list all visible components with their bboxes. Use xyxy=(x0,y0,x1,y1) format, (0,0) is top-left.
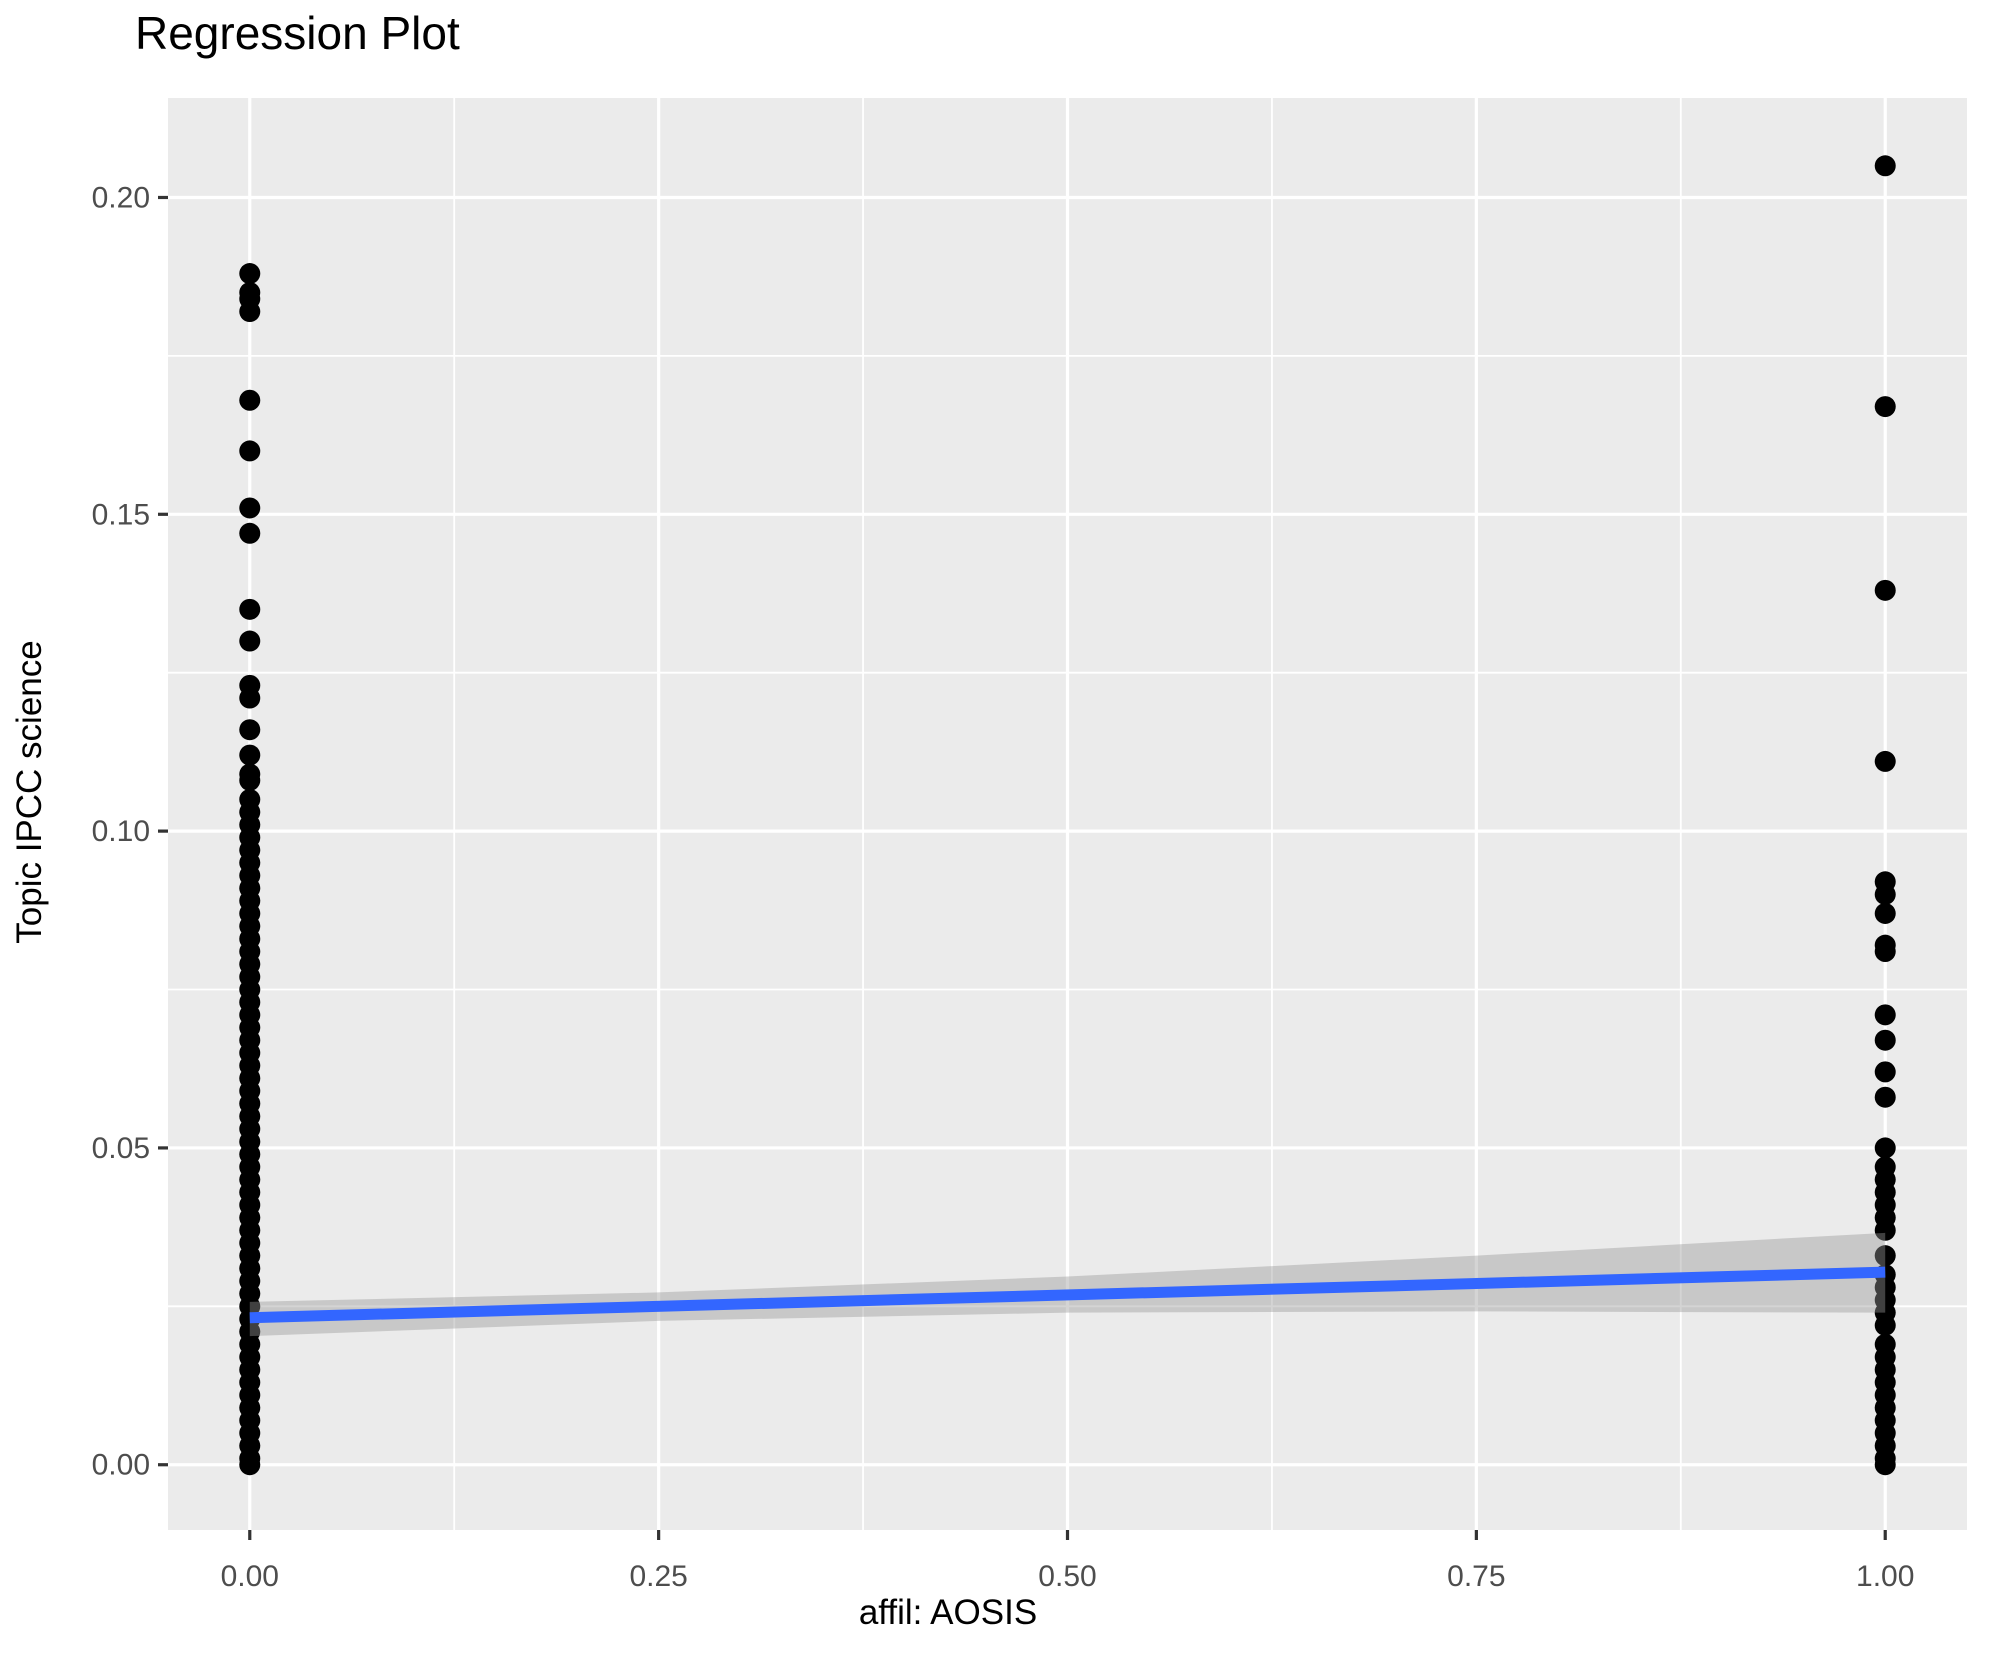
x-tick-label: 1.00 xyxy=(1856,1560,1914,1593)
data-point xyxy=(1874,396,1896,418)
x-tick-label: 0.00 xyxy=(221,1560,279,1593)
data-point xyxy=(239,1454,261,1476)
data-point xyxy=(1874,1004,1896,1026)
y-tick-label: 0.00 xyxy=(92,1449,150,1482)
data-point xyxy=(1874,579,1896,601)
data-point xyxy=(239,630,261,652)
data-point xyxy=(1874,1029,1896,1051)
data-point xyxy=(239,301,261,323)
data-point xyxy=(239,440,261,462)
data-point xyxy=(1874,750,1896,772)
data-point xyxy=(239,744,261,766)
data-point xyxy=(239,389,261,411)
y-tick-label: 0.15 xyxy=(92,498,150,531)
data-point xyxy=(239,497,261,519)
chart-title: Regression Plot xyxy=(135,7,460,59)
data-point xyxy=(239,263,261,285)
x-tick-label: 0.75 xyxy=(1447,1560,1505,1593)
x-tick-label: 0.50 xyxy=(1038,1560,1096,1593)
y-tick-label: 0.05 xyxy=(92,1132,150,1165)
x-axis-title: affil: AOSIS xyxy=(858,1593,1038,1632)
data-point xyxy=(1874,1245,1896,1267)
y-tick-label: 0.20 xyxy=(92,181,150,214)
data-point xyxy=(239,769,261,791)
data-point xyxy=(1874,1137,1896,1159)
data-point xyxy=(1874,1219,1896,1241)
y-axis-title: Topic IPCC science xyxy=(10,640,49,944)
regression-line xyxy=(249,1266,1886,1324)
data-point xyxy=(239,522,261,544)
data-point xyxy=(239,598,261,620)
data-point xyxy=(1874,902,1896,924)
data-point xyxy=(1874,940,1896,962)
data-point xyxy=(1874,1454,1896,1476)
data-point xyxy=(239,687,261,709)
data-point xyxy=(1874,1086,1896,1108)
data-point xyxy=(1874,1061,1896,1083)
data-point xyxy=(1874,155,1896,177)
y-tick-label: 0.10 xyxy=(92,815,150,848)
x-tick-label: 0.25 xyxy=(629,1560,687,1593)
data-point xyxy=(239,719,261,741)
data-point xyxy=(1874,883,1896,905)
data-point xyxy=(1874,1314,1896,1336)
